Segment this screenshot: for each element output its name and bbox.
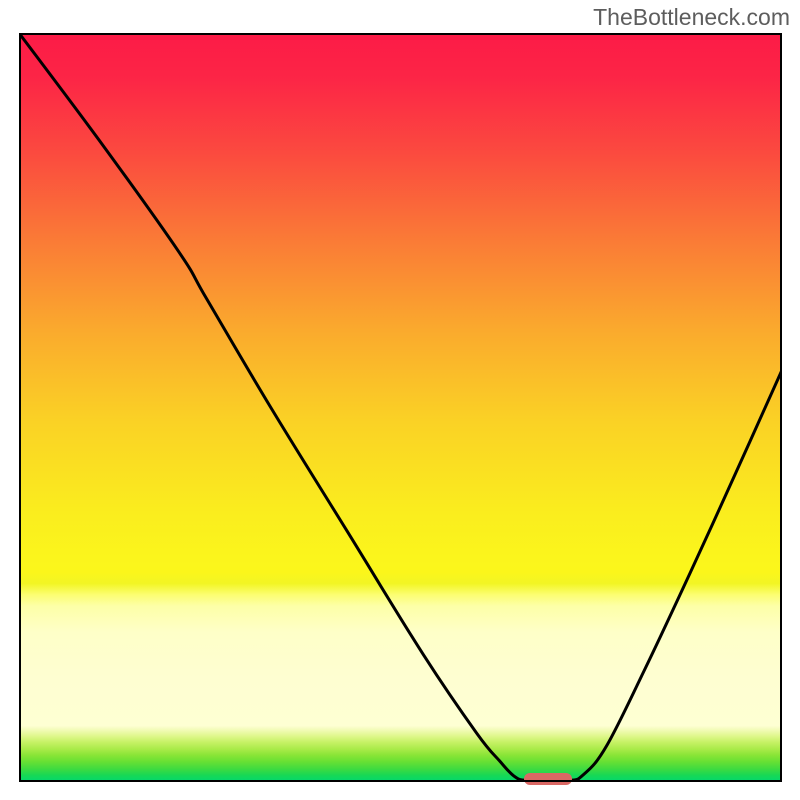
optimal-marker <box>524 773 572 786</box>
curve-layer <box>19 33 782 782</box>
bottleneck-curve <box>19 33 782 781</box>
plot-area <box>19 33 782 782</box>
chart-container: TheBottleneck.com <box>0 0 800 800</box>
watermark-text: TheBottleneck.com <box>593 4 790 31</box>
